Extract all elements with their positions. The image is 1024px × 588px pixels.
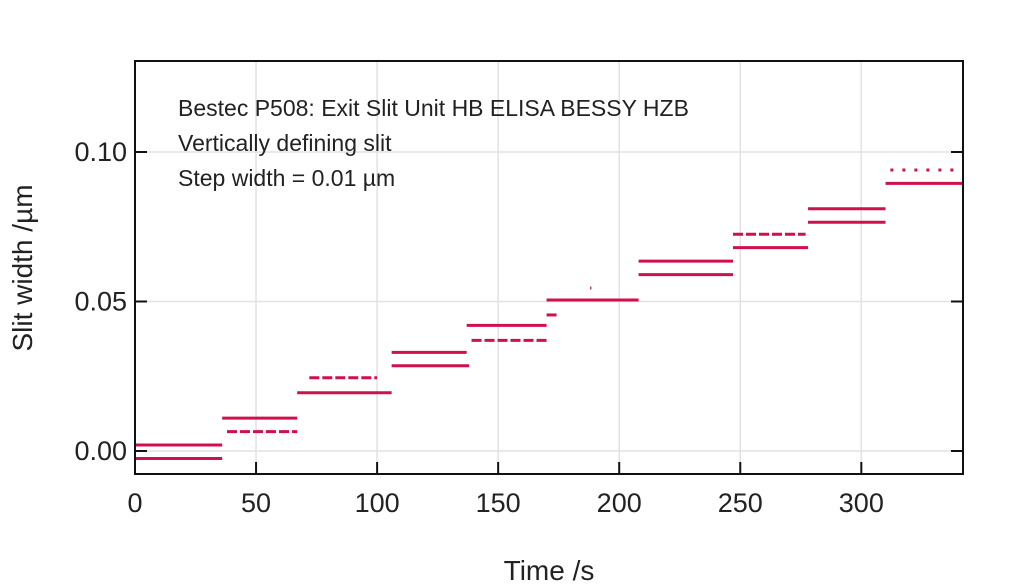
grid — [135, 61, 963, 474]
annotation-line-3: Step width = 0.01 µm — [178, 165, 395, 191]
x-tick-label: 0 — [127, 488, 142, 518]
y-axis-label: Slit width /µm — [7, 184, 38, 351]
annotation: Bestec P508: Exit Slit Unit HB ELISA BES… — [178, 95, 689, 191]
annotation-line-1: Bestec P508: Exit Slit Unit HB ELISA BES… — [178, 95, 689, 121]
x-tick-label: 150 — [476, 488, 521, 518]
x-tick-label: 300 — [839, 488, 884, 518]
annotation-line-2: Vertically defining slit — [178, 130, 392, 156]
x-axis-label: Time /s — [504, 555, 595, 586]
data-marks — [135, 168, 963, 460]
y-tick-label: 0.00 — [74, 436, 127, 466]
y-tick-label: 0.05 — [74, 287, 127, 317]
y-tick-label: 0.10 — [74, 137, 127, 167]
plot-frame — [134, 60, 964, 475]
x-tick-label: 50 — [241, 488, 271, 518]
x-tick-label: 250 — [718, 488, 763, 518]
x-tick-label: 200 — [597, 488, 642, 518]
ticks: 0 50 100 150 200 250 300 0.00 0.05 0.10 — [74, 137, 963, 518]
x-tick-label: 100 — [355, 488, 400, 518]
